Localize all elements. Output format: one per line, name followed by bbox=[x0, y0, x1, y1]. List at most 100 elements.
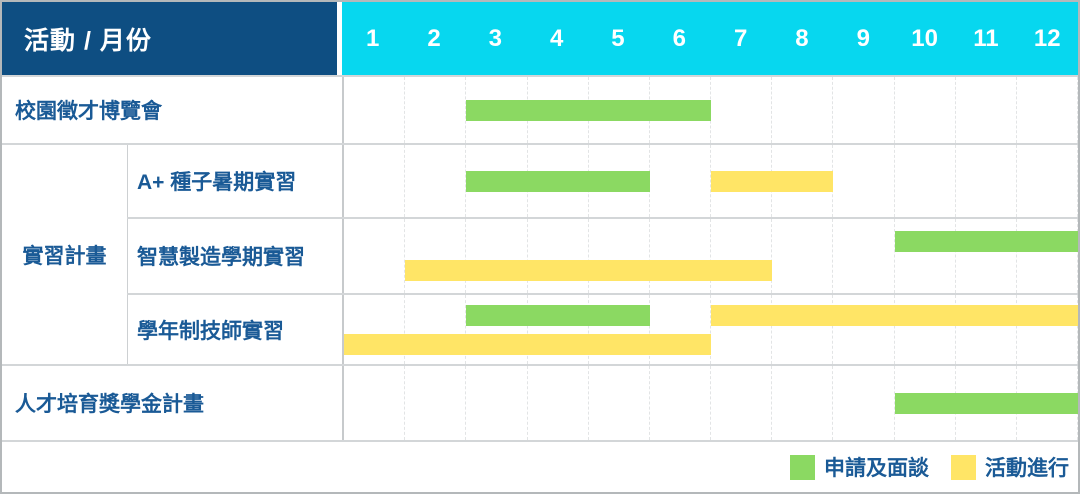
month-label: 11 bbox=[973, 24, 999, 52]
header-row: 活動 / 月份 1 2 3 4 5 6 7 8 9 10 11 12 bbox=[2, 2, 1078, 75]
gantt-bar bbox=[894, 392, 1078, 414]
table-row: 校園徵才博覽會 bbox=[2, 75, 1078, 143]
gantt-bar bbox=[466, 170, 650, 192]
month-gridcell bbox=[405, 366, 467, 440]
month-gridcell bbox=[528, 295, 589, 364]
month-label: 10 bbox=[911, 24, 938, 52]
month-gridcell bbox=[466, 295, 528, 364]
month-gridcell bbox=[956, 295, 1017, 364]
row-label-scholarship: 人才培育獎學金計畫 bbox=[15, 393, 204, 416]
group-internship: 實習計畫 A+ 種子暑期實習 智慧製造學期實習 學年制技師實習 bbox=[2, 143, 1078, 364]
band bbox=[344, 304, 1078, 326]
month-gridcell bbox=[956, 77, 1017, 143]
legend-swatch-yellow bbox=[951, 454, 976, 480]
timeline-cell bbox=[342, 295, 1078, 364]
month-gridcell bbox=[772, 77, 834, 143]
gantt-bar bbox=[405, 260, 773, 281]
timeline-cell bbox=[342, 366, 1078, 440]
month-gridcell bbox=[466, 366, 528, 440]
legend-item-ongoing: 活動進行 bbox=[951, 452, 1069, 482]
table-row: A+ 種子暑期實習 bbox=[127, 145, 1078, 217]
legend-label: 活動進行 bbox=[985, 457, 1069, 480]
month-gridcell bbox=[344, 145, 406, 217]
month-gridcell bbox=[833, 145, 895, 217]
legend-swatch-green bbox=[790, 454, 815, 480]
month-label: 4 bbox=[549, 24, 564, 52]
month-gridcell bbox=[772, 295, 834, 364]
table-row: 人才培育獎學金計畫 bbox=[2, 364, 1078, 440]
month-gridcell bbox=[650, 145, 712, 217]
legend: 申請及面談 活動進行 bbox=[2, 440, 1078, 492]
corner-header-label: 活動 / 月份 bbox=[24, 26, 152, 55]
month-gridcell bbox=[650, 366, 712, 440]
month-gridcell bbox=[833, 219, 895, 293]
month-gridcell bbox=[833, 366, 895, 440]
month-gridcell bbox=[833, 295, 895, 364]
timeline-cell bbox=[342, 77, 1078, 143]
band bbox=[344, 170, 1078, 192]
month-label: 12 bbox=[1033, 24, 1061, 52]
month-label: 5 bbox=[611, 24, 625, 52]
month-gridcell bbox=[1017, 295, 1078, 364]
month-label: 1 bbox=[365, 24, 380, 52]
gantt-bar bbox=[894, 231, 1078, 252]
band bbox=[344, 260, 1078, 281]
month-gridcell bbox=[895, 219, 956, 293]
month-gridcell bbox=[405, 219, 467, 293]
legend-item-apply: 申請及面談 bbox=[790, 452, 929, 482]
gantt-bar bbox=[344, 333, 711, 355]
month-gridcell bbox=[528, 366, 589, 440]
month-gridcell bbox=[895, 77, 956, 143]
month-label: 9 bbox=[856, 24, 870, 52]
month-gridcell bbox=[1017, 219, 1078, 293]
month-gridcell bbox=[650, 295, 712, 364]
month-gridcell bbox=[833, 77, 895, 143]
row-label-smart-mfg-semester: 智慧製造學期實習 bbox=[127, 219, 342, 293]
band bbox=[344, 99, 1078, 121]
month-gridcell bbox=[895, 295, 956, 364]
timeline-cell bbox=[342, 219, 1078, 293]
month-gridcell bbox=[711, 77, 773, 143]
month-gridcell bbox=[466, 219, 528, 293]
month-gridcell bbox=[589, 295, 650, 364]
month-gridcell bbox=[1017, 145, 1078, 217]
legend-label: 申請及面談 bbox=[824, 457, 929, 480]
timeline-cell bbox=[342, 145, 1078, 217]
month-gridcell bbox=[772, 366, 834, 440]
month-gridcell bbox=[528, 219, 589, 293]
bands bbox=[344, 295, 1078, 364]
month-label: 3 bbox=[488, 24, 502, 52]
month-gridcell bbox=[344, 77, 406, 143]
bands bbox=[344, 366, 1078, 440]
month-label: 6 bbox=[672, 24, 686, 52]
month-gridcell bbox=[344, 295, 406, 364]
month-label: 7 bbox=[733, 24, 748, 52]
month-label: 8 bbox=[795, 24, 809, 52]
band bbox=[344, 392, 1078, 414]
month-gridcell bbox=[711, 295, 773, 364]
month-gridcell bbox=[711, 366, 773, 440]
gantt-bar bbox=[711, 170, 834, 192]
row-label-yearlong-technician: 學年制技師實習 bbox=[127, 295, 342, 364]
band bbox=[344, 231, 1078, 252]
month-gridcell bbox=[956, 219, 1017, 293]
month-label: 2 bbox=[427, 24, 441, 52]
bands bbox=[344, 145, 1078, 217]
month-gridcell bbox=[1017, 77, 1078, 143]
month-gridcell bbox=[956, 145, 1017, 217]
group-label-internship: 實習計畫 bbox=[22, 244, 107, 268]
gantt-bar bbox=[711, 304, 1078, 326]
gantt-bar bbox=[466, 304, 650, 326]
bands bbox=[344, 77, 1078, 143]
gantt-bar bbox=[466, 99, 711, 121]
month-gridcell bbox=[772, 219, 834, 293]
month-header: 1 2 3 4 5 6 7 8 9 10 11 12 bbox=[342, 2, 1078, 75]
table-row: 學年制技師實習 bbox=[127, 293, 1078, 364]
row-label-aplus-summer: A+ 種子暑期實習 bbox=[127, 145, 342, 217]
month-gridcell bbox=[895, 145, 956, 217]
group-rows: A+ 種子暑期實習 智慧製造學期實習 學年制技師實習 bbox=[127, 145, 1078, 364]
table-row: 智慧製造學期實習 bbox=[127, 217, 1078, 293]
month-gridcell bbox=[405, 295, 467, 364]
month-gridcell bbox=[344, 366, 406, 440]
